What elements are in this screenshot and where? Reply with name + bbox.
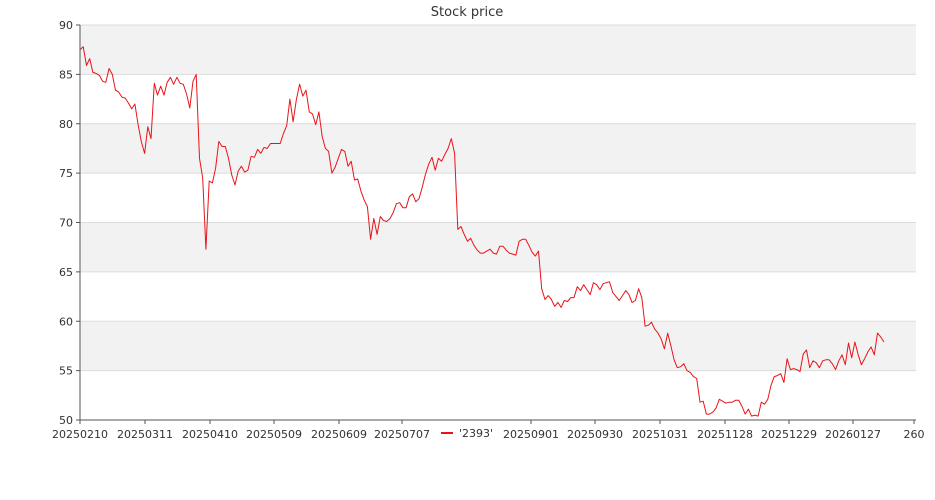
y-tick-label: 85 [59, 68, 73, 81]
y-tick-label: 70 [59, 217, 73, 230]
y-tick-label: 60 [59, 315, 73, 328]
y-tick-label: 90 [59, 19, 73, 32]
y-tick-label: 80 [59, 118, 73, 131]
chart-title: Stock price [431, 5, 503, 20]
x-tick-label: 20250707 [374, 428, 430, 441]
legend: '2393' [437, 425, 501, 440]
series-group [79, 46, 885, 417]
legend-label: '2393' [459, 427, 493, 440]
grid-bands [80, 25, 916, 371]
x-tick-label: 20250410 [182, 428, 238, 441]
x-tick-label: 20250210 [52, 428, 108, 441]
grid-band [80, 222, 916, 272]
x-tick-label: 20250901 [503, 428, 559, 441]
grid-band [80, 25, 916, 75]
grid-band [80, 123, 916, 174]
x-tick-label: 20250311 [117, 428, 173, 441]
y-tick-label: 55 [59, 365, 73, 378]
x-tick-label: 20250609 [311, 428, 367, 441]
y-axis-ticks: 50 55 60 65 70 75 80 85 90 [59, 19, 80, 427]
x-tick-label: 20251229 [761, 428, 817, 441]
series-line [79, 46, 885, 417]
x-tick-label: 20250930 [567, 428, 623, 441]
x-tick-label: 20251128 [697, 428, 753, 441]
x-tick-label: 260 [904, 428, 925, 441]
grid-band [80, 321, 916, 371]
x-tick-label: 20251031 [632, 428, 688, 441]
y-tick-label: 75 [59, 167, 73, 180]
legend-background [437, 425, 501, 439]
x-axis-ticks: 20250210 20250311 20250410 20250509 20250609… [52, 420, 925, 441]
y-tick-label: 50 [59, 414, 73, 427]
y-tick-label: 65 [59, 266, 73, 279]
x-tick-label: 20260127 [825, 428, 881, 441]
x-tick-label: 20250509 [246, 428, 302, 441]
